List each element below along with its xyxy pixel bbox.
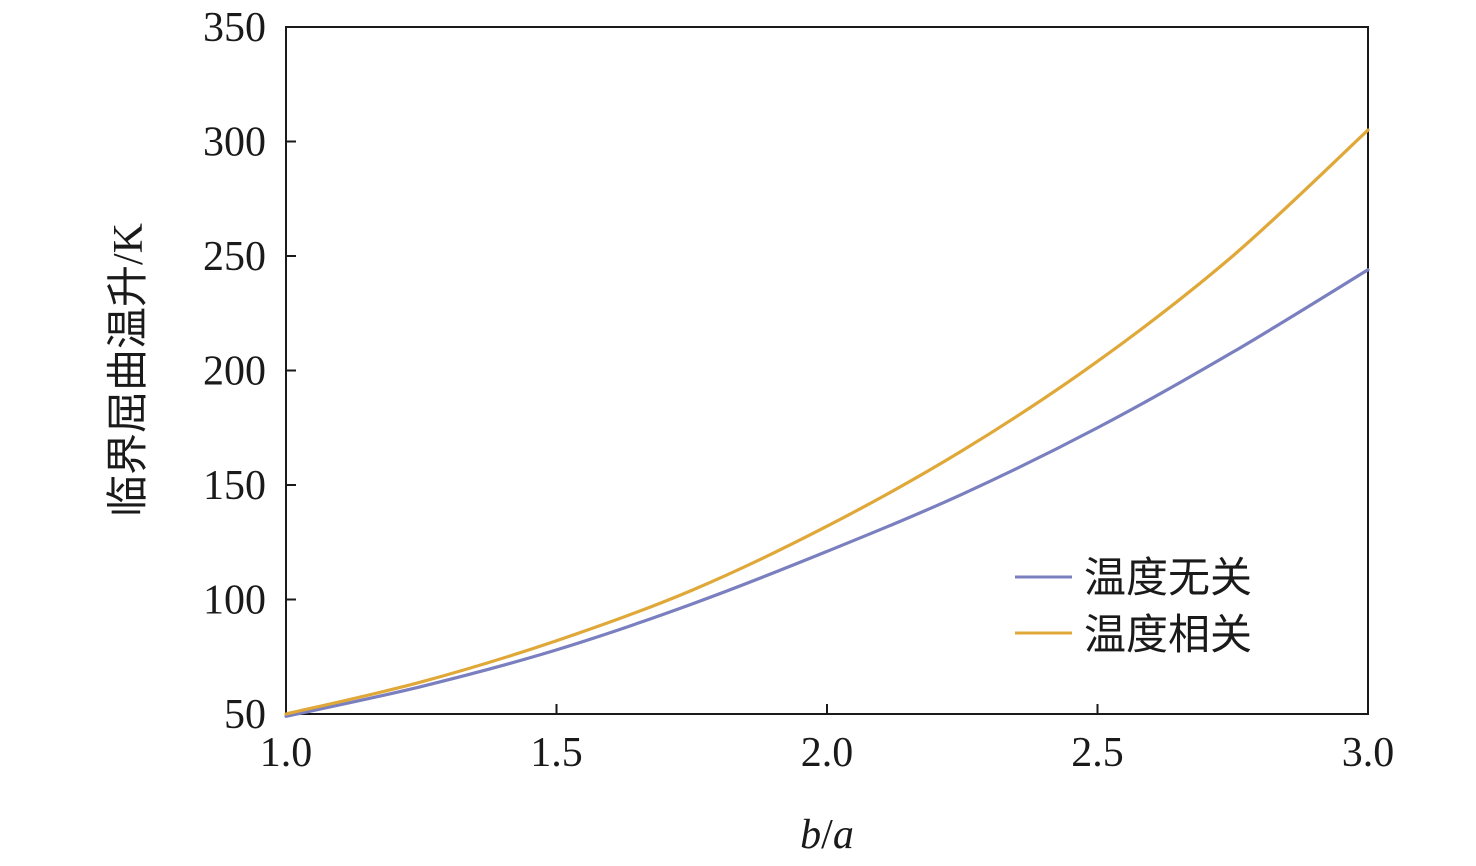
y-tick-label: 200 [203, 349, 266, 395]
x-tick-label: 2.0 [801, 730, 854, 776]
y-axis-title: 临界屈曲温升/K [105, 223, 152, 517]
x-axis-title: b/a [800, 812, 854, 858]
legend-label-series-0: 温度无关 [1084, 553, 1252, 602]
legend: 温度无关 温度相关 [1015, 553, 1252, 659]
series-line-0 [284, 268, 1370, 718]
x-axis-title-a: a [833, 812, 854, 858]
x-tick-label: 3.0 [1342, 730, 1395, 776]
x-tick-label: 1.0 [260, 730, 313, 776]
x-axis-title-slash: / [821, 812, 833, 858]
series-line-1 [284, 128, 1370, 716]
y-tick-label: 250 [203, 234, 266, 280]
y-ticks: 50 100 150 200 250 300 350 [203, 5, 296, 738]
y-tick-label: 350 [203, 5, 266, 51]
x-ticks: 1.0 1.5 2.0 2.5 3.0 [260, 704, 1395, 776]
y-tick-label: 50 [224, 692, 266, 738]
legend-label-series-1: 温度相关 [1084, 610, 1252, 659]
series-lines [284, 128, 1370, 718]
x-axis-title-b: b [800, 812, 821, 858]
y-tick-label: 150 [203, 463, 266, 509]
y-tick-label: 300 [203, 120, 266, 166]
y-tick-label: 100 [203, 578, 266, 624]
x-tick-label: 1.5 [530, 730, 583, 776]
x-tick-label: 2.5 [1071, 730, 1124, 776]
